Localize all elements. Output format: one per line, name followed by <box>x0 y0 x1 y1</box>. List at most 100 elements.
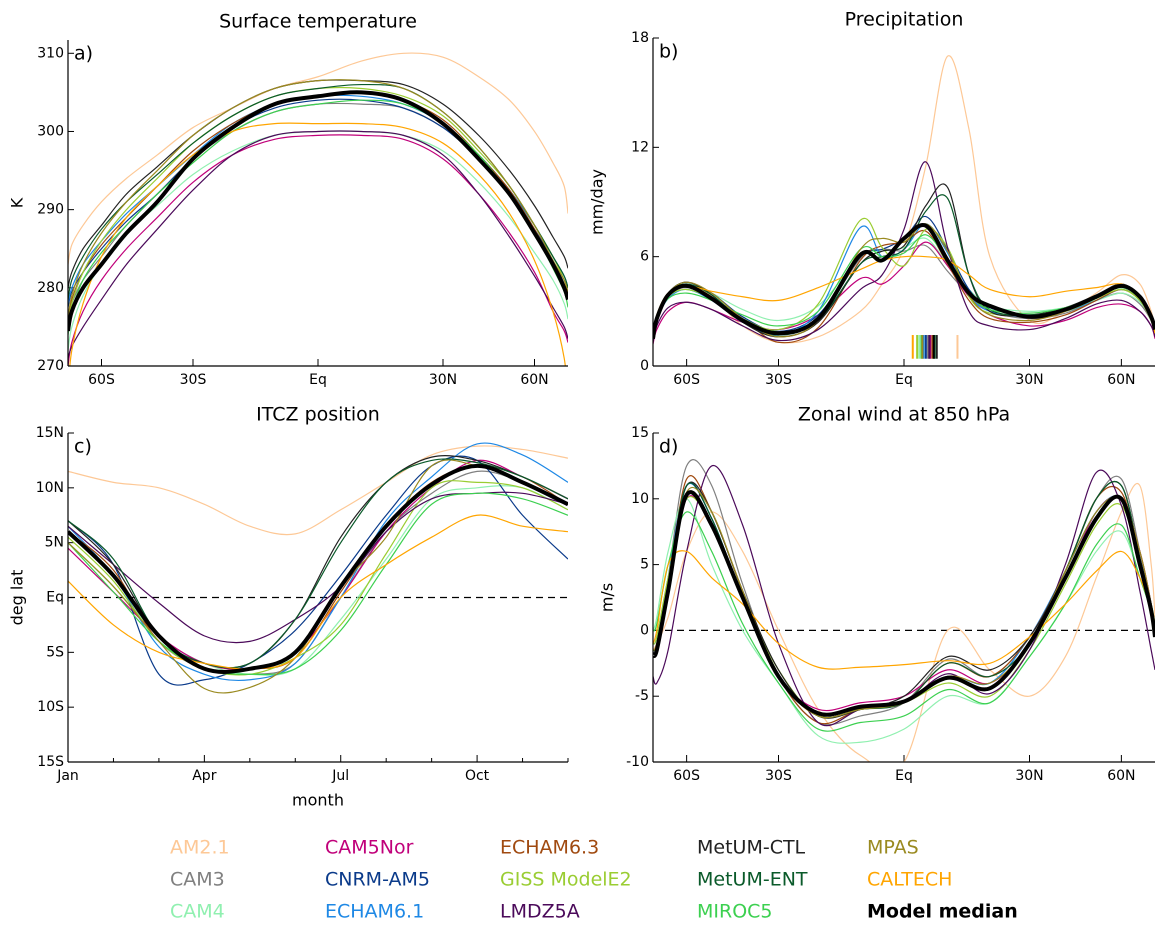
x-tick-label: 60S <box>673 768 700 784</box>
series-line <box>653 511 1155 732</box>
y-tick-label: -5 <box>635 688 649 704</box>
series-line <box>653 550 1155 670</box>
plot-area <box>68 52 568 366</box>
x-tick-label: Oct <box>465 768 490 784</box>
x-tick-label: 60S <box>88 372 115 388</box>
chart-title: ITCZ position <box>256 404 380 426</box>
chart-title: Surface temperature <box>219 11 417 33</box>
x-tick-label: Jul <box>331 768 349 784</box>
y-tick-label: 270 <box>37 358 64 374</box>
series-line <box>653 222 1155 340</box>
series-line <box>68 458 568 669</box>
series-line <box>653 183 1155 338</box>
series-line <box>68 445 568 536</box>
panel-label: d) <box>659 436 678 458</box>
series-line <box>653 475 1155 725</box>
panel: Surface temperature a) K 270 280 290 300 310 60S… <box>8 11 568 388</box>
legend-entry: CAM3 <box>170 869 225 891</box>
legend-entry: CAM5Nor <box>325 837 414 859</box>
y-tick-label: 0 <box>640 622 649 638</box>
series-line <box>68 492 568 676</box>
series-line <box>68 455 568 669</box>
y-axis-label: deg lat <box>8 570 27 626</box>
x-axis-label: month <box>292 791 344 810</box>
y-tick-label: -10 <box>626 754 649 770</box>
series-line <box>68 463 568 674</box>
legend-entry: MetUM-ENT <box>697 869 808 891</box>
plot-area <box>653 459 1155 762</box>
y-tick-label: 12 <box>631 139 649 155</box>
y-tick-label: 310 <box>37 45 64 61</box>
legend-entry: MetUM-CTL <box>697 837 806 859</box>
x-tick-label: 60S <box>673 372 700 388</box>
y-tick-label: 10S <box>37 699 64 715</box>
x-tick-label: 30S <box>765 372 792 388</box>
series-line <box>653 223 1155 341</box>
series-line <box>68 459 568 694</box>
chart-title: Precipitation <box>845 9 964 31</box>
series-line <box>653 255 1155 337</box>
y-axis-label: K <box>8 197 27 208</box>
y-tick-label: 0 <box>640 358 649 374</box>
chart-title: Zonal wind at 850 hPa <box>798 404 1010 426</box>
legend-entry: ECHAM6.1 <box>325 901 424 923</box>
x-tick-label: 30N <box>1015 768 1043 784</box>
series-line <box>653 161 1155 343</box>
y-tick-label: 18 <box>631 30 649 46</box>
y-axis-label: mm/day <box>588 169 607 235</box>
x-tick-label: 30S <box>765 768 792 784</box>
series-line <box>68 52 568 265</box>
y-tick-label: 15 <box>631 425 649 441</box>
x-tick-label: 30N <box>429 372 457 388</box>
x-tick-label: Eq <box>895 372 913 388</box>
x-tick-label: 60N <box>1107 768 1135 784</box>
panel: Zonal wind at 850 hPa d) m/s -10 -5 0 5 10 15 60S… <box>598 404 1155 784</box>
y-tick-label: 280 <box>37 280 64 296</box>
y-tick-label: 6 <box>640 249 649 265</box>
y-tick-label: 15S <box>37 754 64 770</box>
series-line <box>68 455 568 686</box>
x-tick-label: Jan <box>56 768 79 784</box>
series-line <box>653 483 1155 762</box>
series-line <box>653 490 1155 717</box>
y-tick-label: 5 <box>640 557 649 573</box>
series-line <box>68 90 568 332</box>
x-tick-label: Eq <box>309 372 327 388</box>
y-tick-label: Eq <box>46 590 64 606</box>
series-line <box>68 459 568 671</box>
series-line <box>653 215 1155 339</box>
legend-entry: MPAS <box>867 837 919 859</box>
series-line <box>653 244 1155 341</box>
series-line <box>653 241 1155 345</box>
y-axis-label: m/s <box>598 583 617 612</box>
legend-entry: CAM4 <box>170 901 225 923</box>
panel-label: c) <box>74 436 92 458</box>
x-tick-label: 60N <box>520 372 548 388</box>
legend-entry: CALTECH <box>867 869 952 891</box>
legend-entry: AM2.1 <box>170 837 230 859</box>
series-line <box>653 465 1155 727</box>
legend-entry: CNRM-AM5 <box>325 869 430 891</box>
legend-entry: MIROC5 <box>697 901 773 923</box>
x-tick-label: 60N <box>1107 372 1135 388</box>
y-tick-label: 15N <box>36 425 64 441</box>
y-tick-label: 10 <box>631 491 649 507</box>
series-line <box>69 122 566 366</box>
x-tick-label: 30S <box>180 372 207 388</box>
y-tick-label: 5S <box>46 644 64 660</box>
series-line <box>68 91 568 320</box>
legend-entry: Model median <box>867 901 1018 923</box>
series-line <box>68 98 568 308</box>
x-tick-label: Eq <box>895 768 913 784</box>
legend-entry: GISS ModelE2 <box>500 869 632 891</box>
series-line <box>68 485 568 676</box>
series-line <box>653 55 1155 344</box>
panel: ITCZ position c) deg lat month 15S 10S 5S Eq 5N 1… <box>8 404 569 810</box>
plot-area <box>653 55 1155 345</box>
series-line <box>653 496 1155 719</box>
panel-label: b) <box>659 41 678 63</box>
series-line <box>68 514 568 670</box>
legend-entry: ECHAM6.3 <box>500 837 599 859</box>
y-tick-label: 290 <box>37 202 64 218</box>
